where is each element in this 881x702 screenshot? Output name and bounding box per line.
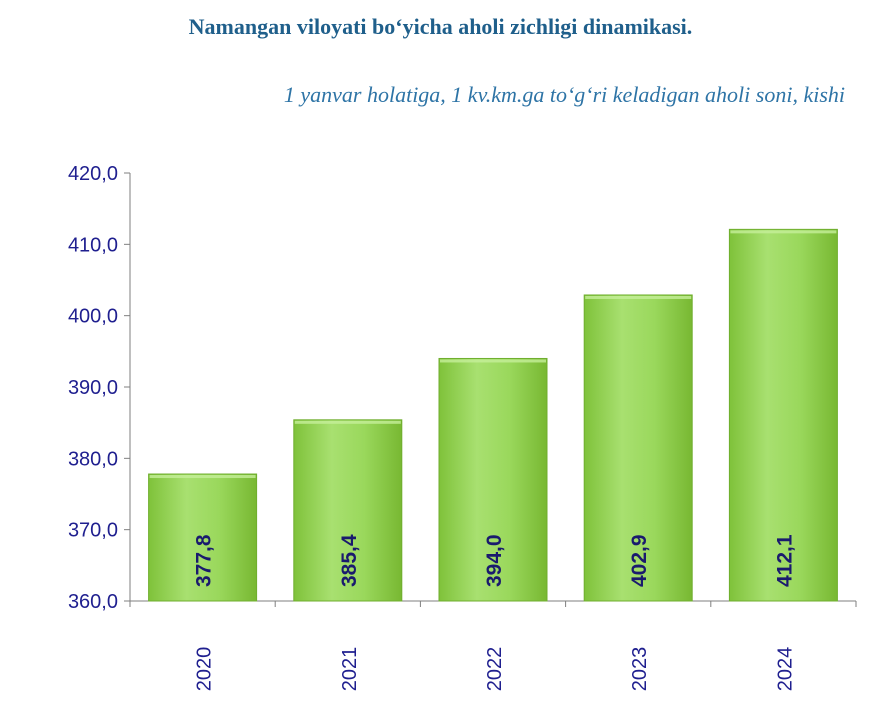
bar [293, 419, 403, 602]
y-tick-label: 370,0 [68, 520, 118, 542]
bar [728, 228, 838, 602]
y-tick-label: 380,0 [68, 448, 118, 470]
chart-title: Namangan viloyati bo‘yicha aholi zichlig… [188, 14, 693, 39]
bar-highlight [730, 230, 837, 234]
x-tick-label: 2020 [194, 647, 216, 692]
bar-highlight [440, 359, 546, 363]
bar [583, 294, 693, 602]
y-tick-label: 420,0 [68, 163, 118, 185]
y-tick-label: 390,0 [68, 377, 118, 399]
bar [148, 473, 258, 602]
bar-value-label: 402,9 [628, 534, 651, 587]
bar-highlight [585, 295, 692, 299]
bar-value-label: 412,1 [773, 534, 796, 587]
chart-subtitle: 1 yanvar holatiga, 1 kv.km.ga to‘g‘ri ke… [283, 82, 845, 107]
x-tick-label: 2021 [339, 647, 361, 692]
y-tick-label: 410,0 [68, 234, 118, 256]
y-tick-label: 360,0 [68, 591, 118, 613]
bar-value-label: 385,4 [338, 534, 361, 587]
x-tick-label: 2024 [774, 647, 796, 692]
x-tick-label: 2023 [629, 647, 651, 692]
bar-value-label: 394,0 [483, 534, 506, 587]
bar-highlight [149, 475, 256, 479]
y-tick-label: 400,0 [68, 306, 118, 328]
bar [438, 357, 548, 602]
bar-highlight [294, 420, 401, 424]
x-tick-label: 2022 [484, 647, 506, 692]
bar-value-label: 377,8 [193, 534, 216, 587]
